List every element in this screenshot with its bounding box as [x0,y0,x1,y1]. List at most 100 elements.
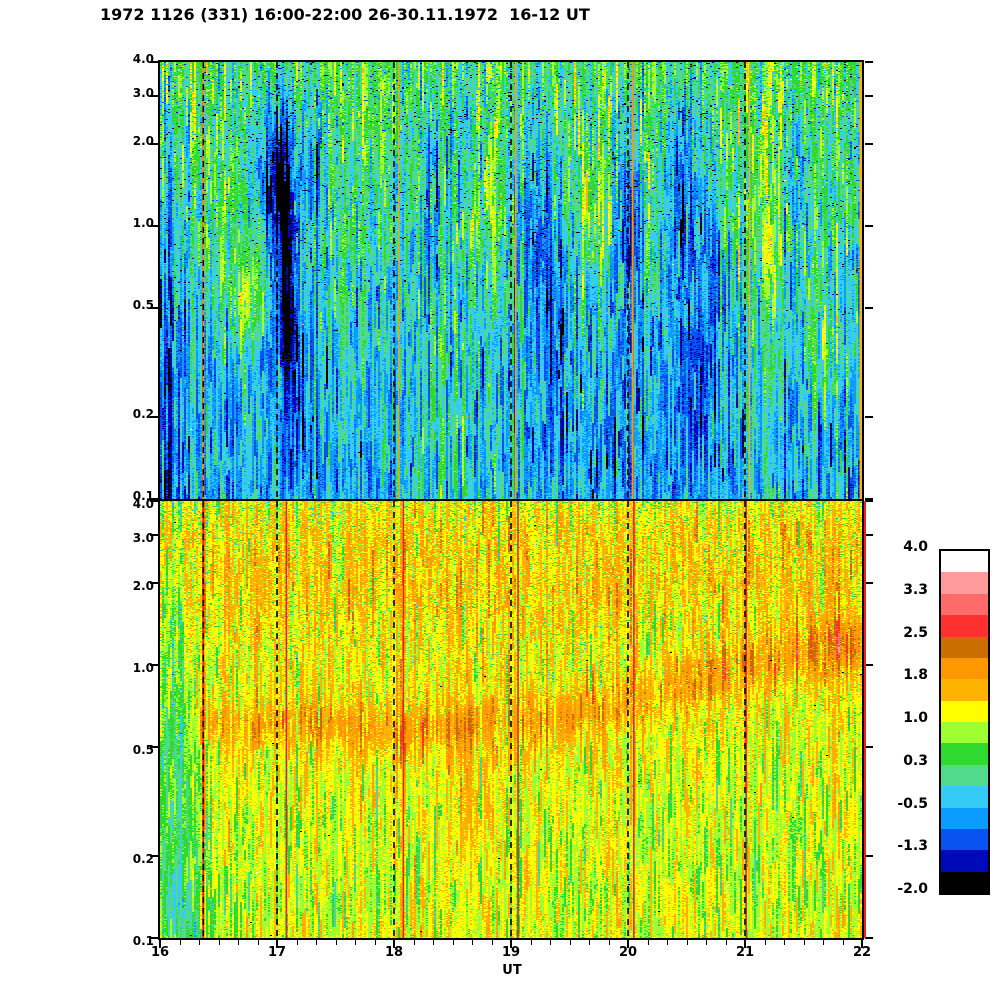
y-axis-tick-right [865,95,873,98]
x-axis-minor-tick [764,940,766,945]
colorbar-band [941,807,988,830]
x-axis-minor-tick [667,940,668,945]
x-axis-minor-tick [706,940,707,945]
y-axis-tick [150,95,158,98]
x-axis-minor-tick [218,940,220,945]
colorbar-band [941,828,988,851]
x-axis-minor-tick [491,940,493,945]
y-tick-label: 0.1 [132,489,154,503]
colorbar-label: 2.5 [903,624,928,641]
x-tick-label: 16 [150,945,170,960]
y-tick-label: 0.5 [132,298,154,313]
x-axis-minor-tick [179,940,181,945]
y-axis-tick-right [865,664,873,667]
x-axis-minor-tick [608,940,610,945]
y-tick-label: 3.0 [132,86,154,101]
colorbar-band [941,615,988,637]
colorbar-label: 3.3 [903,581,928,598]
colorbar [941,551,988,894]
y-axis-tick [150,746,158,749]
x-axis-minor-tick [238,940,239,945]
x-tick-label: 17 [267,945,287,960]
x-axis-minor-tick [823,940,824,945]
y-axis-tick-right [865,61,873,63]
x-axis-minor-tick [589,940,590,945]
x-tick-label: 21 [735,945,755,960]
x-axis-title: UT [502,963,522,978]
y-axis-tick-right [865,854,873,857]
y-tick-label: 4.0 [132,52,154,66]
x-tick-label: 20 [618,945,638,960]
colorbar-band [941,786,988,808]
right-edge-artifact [864,501,866,938]
x-axis-minor-tick [530,940,532,945]
x-axis-minor-tick [296,940,298,945]
y-axis-tick [150,307,158,310]
y-axis-tick-right [865,415,873,418]
x-axis-tick [627,940,629,948]
y-tick-label: 2.0 [132,134,154,149]
x-axis-minor-tick [803,940,805,945]
figure-title: 1972 1126 (331) 16:00-22:00 26-30.11.197… [100,5,590,24]
y-axis-tick [150,498,158,500]
y-axis-tick [150,582,158,585]
x-axis-minor-tick [355,940,356,945]
x-axis-minor-tick [199,940,200,945]
y-tick-label: 0.5 [132,743,154,758]
x-axis-tick [276,940,278,948]
y-axis-tick-right [865,307,873,310]
x-axis-tick [744,940,746,948]
x-tick-label: 18 [384,945,404,960]
x-axis-tick [510,940,512,948]
y-axis-tick [150,937,158,939]
y-axis-tick [150,854,158,857]
y-axis-tick [150,61,158,63]
colorbar-band [941,679,988,702]
y-tick-label: 2.0 [132,579,154,594]
x-axis-minor-tick [686,940,688,945]
y-axis-tick-right [865,498,873,500]
colorbar-label: -2.0 [897,881,928,897]
colorbar-band [941,551,988,573]
colorbar-label: 1.8 [903,667,928,684]
colorbar-label: -0.5 [897,795,928,812]
colorbar-band [941,722,988,744]
y-axis-tick-right [865,225,873,228]
x-axis-minor-tick [784,940,785,945]
x-axis-minor-tick [647,940,649,945]
x-axis-minor-tick [472,940,473,945]
y-axis-tick-right [865,937,873,939]
colorbar-band [941,700,988,723]
y-tick-label: 1.0 [132,216,154,231]
colorbar-band [941,636,988,659]
x-axis-minor-tick [335,940,337,945]
y-axis-tick-right [865,500,873,502]
colorbar-band [941,871,988,894]
x-axis-minor-tick [550,940,551,945]
y-axis-tick [150,415,158,418]
x-axis-tick [861,940,863,948]
y-axis-tick-right [865,143,873,146]
x-axis-minor-tick [374,940,376,945]
x-axis-minor-tick [433,940,434,945]
y-axis-tick-right [865,534,873,537]
x-tick-label: 19 [501,945,521,960]
colorbar-band [941,593,988,616]
y-tick-label: 3.0 [132,531,154,546]
x-axis-minor-tick [725,940,727,945]
colorbar-band [941,850,988,873]
x-axis-minor-tick [257,940,259,945]
y-axis-tick [150,534,158,537]
colorbar-label: 0.3 [903,752,928,769]
y-tick-label: 0.1 [132,934,154,948]
y-axis-tick [150,143,158,146]
x-axis-minor-tick [413,940,415,945]
y-tick-label: 0.2 [132,851,154,866]
x-axis-minor-tick [842,940,844,945]
y-axis-tick-right [865,582,873,585]
y-tick-label: 1.0 [132,661,154,676]
x-axis-minor-tick [569,940,571,945]
x-axis-tick [159,940,161,948]
y-axis-tick-right [865,746,873,749]
